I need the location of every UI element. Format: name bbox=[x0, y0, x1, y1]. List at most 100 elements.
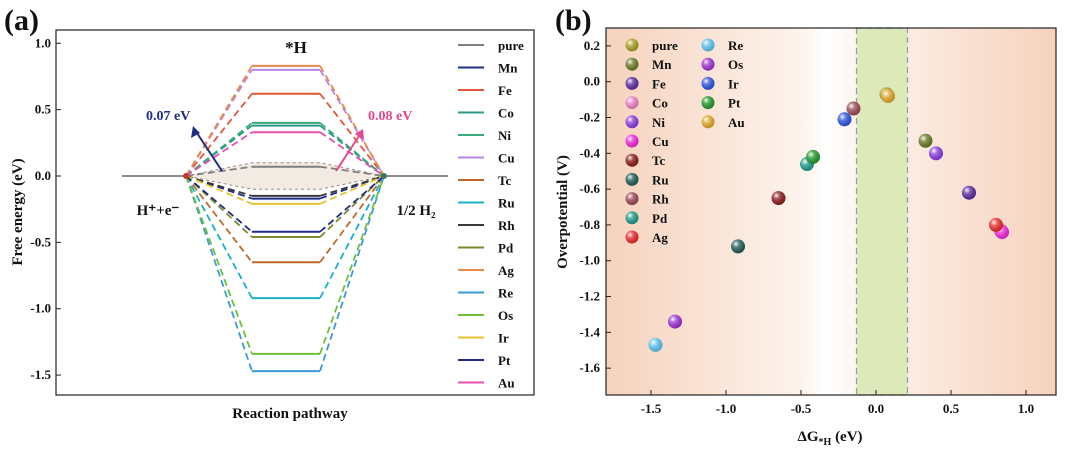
legend-marker-shine-Rh bbox=[625, 192, 639, 206]
panel-a-y-ticks: 1.0 0.5 0.0 -0.5 -1.0 -1.5 bbox=[30, 35, 61, 382]
legend-label-Ag: Ag bbox=[498, 263, 514, 278]
b-y-tick-label: -0.4 bbox=[579, 145, 600, 160]
x-label-main: ΔG bbox=[797, 429, 818, 445]
point-Fe bbox=[962, 185, 976, 200]
legend-label-Ru: Ru bbox=[652, 172, 669, 187]
series-Ni-rise bbox=[185, 122, 253, 177]
panel-a-legend: pure Mn Fe Co Ni Cu Tc Ru Rh Pd Ag Re Os Ir Pt Au bbox=[458, 38, 524, 391]
series-Fe-rise bbox=[185, 93, 253, 177]
legend-label-Mn: Mn bbox=[652, 57, 672, 72]
panel-b-ticks: 0.2 0.0 -0.2 -0.4 -0.6 -0.8 -1.0 -1.2 -1.4 -1.6 -1… bbox=[579, 38, 1034, 416]
arrow-left-head bbox=[191, 126, 200, 138]
legend-label-Pt: Pt bbox=[728, 96, 741, 111]
legend-label-Cu: Cu bbox=[498, 151, 515, 166]
point-Pt-shine bbox=[806, 149, 820, 164]
legend-label-Ni: Ni bbox=[652, 115, 665, 130]
panel-b-background bbox=[606, 28, 1056, 395]
panel-a: (a) 1.0 0.5 0.0 -0.5 -1.0 -1.5 pure Mn Fe Co Ni Cu… bbox=[4, 4, 535, 422]
legend-label-Pd: Pd bbox=[652, 211, 668, 226]
point-Rh bbox=[846, 101, 861, 116]
series-Tc-fall bbox=[319, 175, 385, 263]
legend-label-pure: pure bbox=[498, 38, 524, 53]
legend-label-Ni: Ni bbox=[498, 128, 511, 143]
legend-marker-shine-Cu bbox=[625, 134, 639, 148]
legend-label-Rh: Rh bbox=[498, 218, 515, 233]
b-x-tick-label: -0.5 bbox=[791, 401, 812, 416]
point-Fe-shine bbox=[962, 185, 976, 200]
legend-label-Co: Co bbox=[652, 96, 668, 111]
b-y-tick-label: -1.0 bbox=[579, 253, 600, 268]
legend-marker-shine-pure bbox=[625, 38, 639, 52]
legend-label-Au: Au bbox=[728, 115, 745, 130]
legend-marker-shine-Ru bbox=[625, 172, 639, 186]
legend-label-Fe: Fe bbox=[652, 76, 666, 91]
legend-label-Ir: Ir bbox=[498, 331, 509, 346]
initial-state-dot bbox=[183, 173, 189, 179]
series-Cu-rise bbox=[185, 69, 253, 177]
series-Pt-fall bbox=[319, 175, 385, 233]
series-Os-rise bbox=[185, 175, 253, 355]
point-Tc-shine bbox=[771, 191, 786, 206]
legend-marker-shine-Tc bbox=[625, 153, 639, 167]
legend-label-Re: Re bbox=[728, 38, 743, 53]
arrow-right bbox=[335, 132, 362, 172]
panel-b-points bbox=[648, 87, 1009, 352]
panel-a-x-label: Reaction pathway bbox=[232, 406, 348, 422]
b-y-tick-label: 0.0 bbox=[584, 74, 600, 89]
legend-label-Ag: Ag bbox=[652, 230, 668, 245]
b-y-tick-label: -0.2 bbox=[579, 110, 600, 125]
panel-b-label: (b) bbox=[555, 4, 592, 37]
panel-b-y-label: Overpotential (V) bbox=[555, 155, 571, 269]
legend-label-Os: Os bbox=[498, 308, 513, 323]
annotation-right: 0.08 eV bbox=[368, 109, 412, 124]
point-Ir bbox=[837, 112, 852, 127]
series-Rh-rise bbox=[185, 175, 253, 197]
point-Ni bbox=[929, 146, 943, 161]
series-Tc-rise bbox=[185, 175, 253, 263]
arrow-right-head bbox=[355, 129, 364, 140]
b-y-tick-label: -1.6 bbox=[579, 360, 600, 375]
legend-label-Ir: Ir bbox=[728, 76, 739, 91]
point-Ru-shine bbox=[731, 239, 745, 254]
series-Ir-rise bbox=[185, 175, 253, 205]
point-Ag bbox=[989, 217, 1003, 232]
point-Mn bbox=[918, 133, 933, 148]
b-y-tick-label: -0.6 bbox=[579, 181, 600, 196]
legend-label-Cu: Cu bbox=[652, 134, 669, 149]
panel-b: (b) 0.2 0.0 -0.2 -0.4 -0.6 -0.8 -1.0 -1.2 -1.4 -1… bbox=[555, 4, 1057, 448]
series-Ni-fall bbox=[319, 122, 385, 177]
b-x-tick-label: 0.5 bbox=[943, 401, 960, 416]
point-Re-shine bbox=[648, 337, 663, 352]
legend-marker-shine-Fe bbox=[625, 76, 639, 90]
legend-label-Pd: Pd bbox=[498, 241, 514, 256]
legend-marker-shine-Os bbox=[701, 57, 715, 71]
y-tick-label: -1.5 bbox=[30, 367, 51, 382]
point-Ni-shine bbox=[929, 146, 943, 161]
point-Au-shine bbox=[881, 89, 895, 104]
y-tick-label: 1.0 bbox=[35, 35, 51, 50]
point-Tc bbox=[771, 191, 786, 206]
series-Ir-fall bbox=[319, 175, 385, 205]
point-Ru bbox=[731, 239, 745, 254]
legend-label-Au: Au bbox=[498, 376, 515, 391]
panel-b-legend: pure Mn Fe Co Ni Cu Tc Ru Rh Pd Ag Re Os Ir Pt Au bbox=[625, 38, 745, 245]
panel-b-frame bbox=[605, 27, 1057, 396]
arrow-left bbox=[194, 129, 223, 172]
b-y-tick-label: 0.2 bbox=[584, 38, 600, 53]
b-x-tick-label: -1.5 bbox=[641, 401, 662, 416]
b-x-tick-label: -1.0 bbox=[716, 401, 737, 416]
y-tick-label: 0.0 bbox=[35, 168, 51, 183]
panel-a-title: *H bbox=[285, 38, 307, 57]
legend-label-Tc: Tc bbox=[652, 153, 665, 168]
y-tick-label: 0.5 bbox=[35, 102, 52, 117]
legend-marker-shine-Ag bbox=[625, 230, 639, 244]
legend-label-Rh: Rh bbox=[652, 192, 669, 207]
panel-a-frame bbox=[55, 29, 535, 396]
legend-label-Fe: Fe bbox=[498, 83, 512, 98]
series-Au-rise bbox=[185, 131, 253, 177]
legend-marker-shine-Ir bbox=[701, 76, 715, 90]
legend-label-Co: Co bbox=[498, 106, 514, 121]
point-Os-shine bbox=[668, 314, 682, 329]
point-Os bbox=[668, 314, 682, 329]
